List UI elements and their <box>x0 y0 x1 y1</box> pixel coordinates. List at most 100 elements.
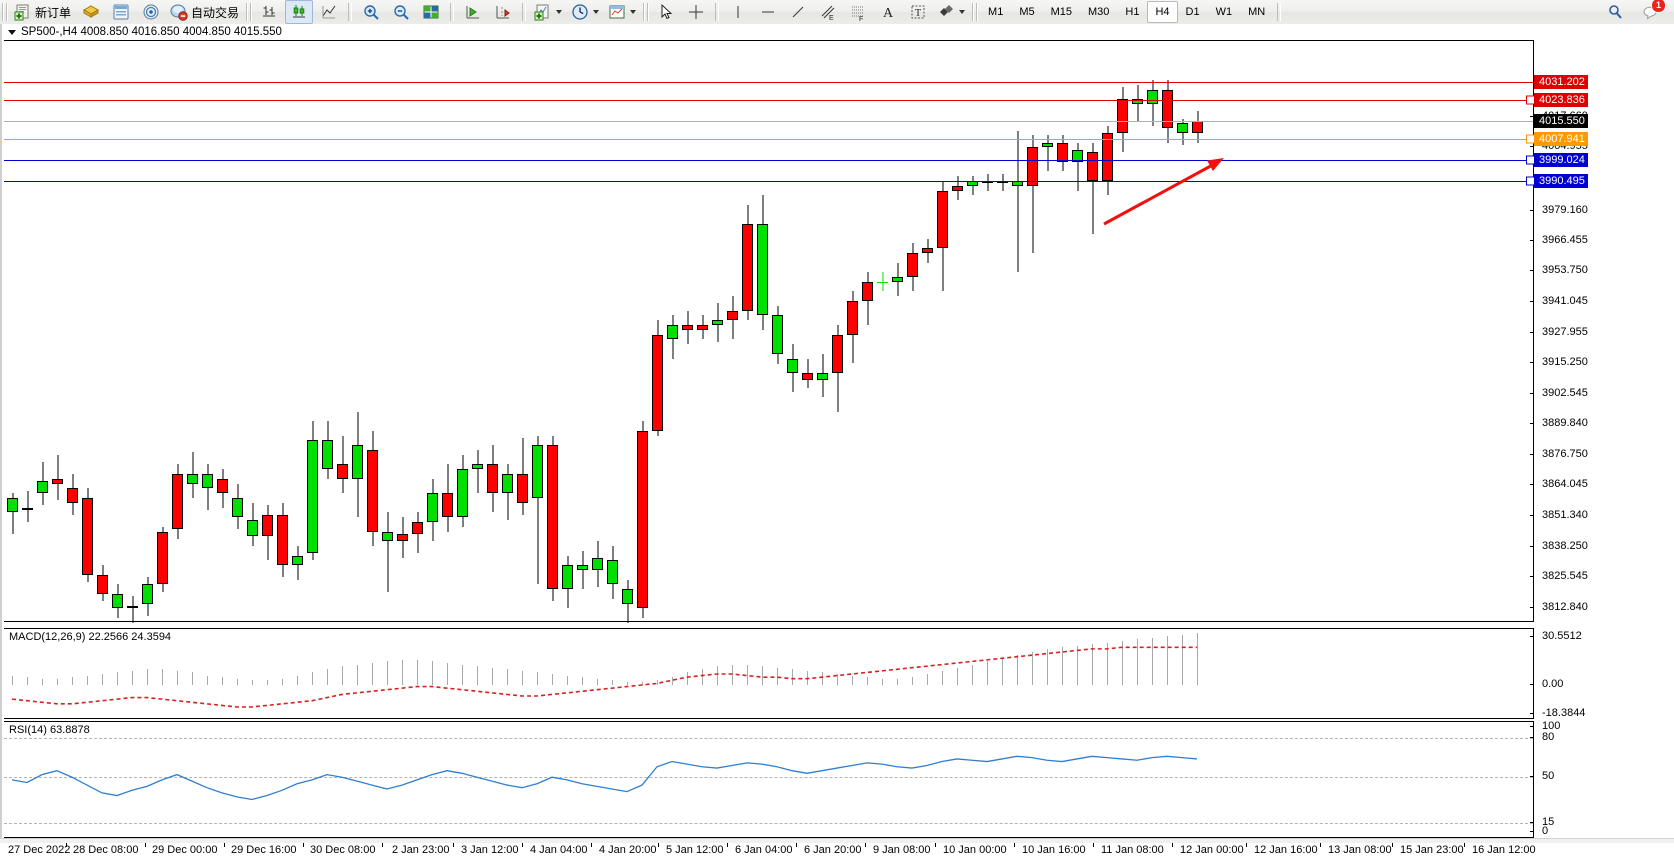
data-window-button[interactable] <box>107 0 135 24</box>
timeframe-m1[interactable]: M1 <box>988 6 1004 18</box>
chevron-down-icon-2[interactable] <box>593 10 600 14</box>
rsi-tick-label: 15 <box>1542 816 1555 828</box>
bar-chart-icon <box>263 6 276 17</box>
bar-chart-button[interactable] <box>255 0 283 24</box>
toolbar-grip-3[interactable] <box>643 3 650 21</box>
time-axis-label: 3 Jan 12:00 <box>461 844 519 856</box>
rsi-tick: 100 <box>1529 720 1560 732</box>
zoom-in-button[interactable] <box>357 0 385 24</box>
horizontal-line-icon <box>762 11 775 13</box>
expert-advisors-button[interactable] <box>77 0 105 24</box>
level-line-target-orange[interactable] <box>4 139 1533 140</box>
add-indicator-button[interactable] <box>531 0 566 24</box>
rsi-line <box>11 755 1198 801</box>
candlestick <box>757 195 768 330</box>
macd-histogram-bar <box>1197 633 1198 685</box>
timeframe-h1[interactable]: H1 <box>1125 6 1140 18</box>
level-line-support-lower[interactable] <box>4 181 1533 182</box>
rsi-subwindow[interactable]: RSI(14) 63.8878 <box>4 721 1533 838</box>
macd-histogram-bar <box>1047 648 1048 685</box>
candlestick <box>247 502 258 547</box>
level-line-support-upper[interactable] <box>4 160 1533 161</box>
bullish-trend-arrow[interactable] <box>4 40 1533 622</box>
macd-histogram-bar <box>792 669 793 685</box>
timeframe-w1[interactable]: W1 <box>1215 6 1233 18</box>
vertical-line-button[interactable] <box>724 0 752 24</box>
shift-end-button[interactable] <box>459 0 487 24</box>
period-button[interactable] <box>568 0 603 24</box>
timeframe-m30[interactable]: M30 <box>1088 6 1110 18</box>
candle-doji <box>877 281 888 283</box>
macd-histogram-bar <box>192 672 193 685</box>
notifications-button[interactable]: 1 <box>1637 0 1666 24</box>
signals-button[interactable] <box>137 0 165 24</box>
candle-body-up <box>1177 123 1188 133</box>
zoom-out-button[interactable] <box>387 0 415 24</box>
rsi-label: RSI(14) 63.8878 <box>9 724 90 736</box>
candlestick <box>547 435 558 602</box>
price-plot-area[interactable] <box>4 40 1535 623</box>
templates-button[interactable] <box>605 0 640 24</box>
chevron-down-icon[interactable] <box>556 10 563 14</box>
timeframe-mn[interactable]: MN <box>1248 6 1266 18</box>
time-axis[interactable]: 27 Dec 2022 28 Dec 08:00 29 Dec 00:00 29 De… <box>4 839 1674 867</box>
candle-body-up <box>232 498 243 518</box>
candle-body-down <box>682 325 693 330</box>
level-line-resistance-upper[interactable] <box>4 82 1533 83</box>
macd-histogram-bar <box>672 677 673 685</box>
shift-end-icon <box>466 6 480 19</box>
shapes-button[interactable] <box>934 0 969 24</box>
new-order-button[interactable]: 新订单 <box>11 0 75 24</box>
macd-tick: 30.5512 <box>1530 630 1582 642</box>
time-axis-label: 4 Jan 20:00 <box>599 844 657 856</box>
chevron-down-icon-4[interactable] <box>959 10 966 14</box>
macd-label: MACD(12,26,9) 22.2566 24.3594 <box>9 631 172 643</box>
candle-body-down <box>952 185 963 191</box>
candlestick <box>1177 118 1188 145</box>
chevron-down-icon-3[interactable] <box>630 10 637 14</box>
price-tick: 3825.545 <box>1530 570 1588 582</box>
search-button[interactable] <box>1601 0 1629 24</box>
candlestick <box>97 565 108 602</box>
toolbar-grip-2[interactable] <box>246 3 253 21</box>
macd-histogram-bar <box>972 664 973 685</box>
toolbar-separator-4 <box>715 3 720 21</box>
candlestick <box>952 176 963 201</box>
timeframe-h4[interactable]: H4 <box>1147 1 1178 23</box>
level-line-resistance-lower[interactable] <box>4 100 1533 101</box>
price-scale[interactable]: 4017.6604004.9553979.1603966.4553953.750… <box>1530 40 1674 643</box>
text-button[interactable]: A <box>874 0 902 24</box>
horizontal-line-button[interactable] <box>754 0 782 24</box>
candlestick <box>427 478 438 542</box>
toolbar-grip[interactable] <box>2 3 8 21</box>
auto-trading-button[interactable]: 自动交易 <box>167 0 243 24</box>
candlestick <box>337 435 348 494</box>
time-axis-label: 6 Jan 20:00 <box>804 844 862 856</box>
chart-menu-caret-icon[interactable] <box>8 29 16 35</box>
trendline-button[interactable] <box>784 0 812 24</box>
candle-body-up <box>127 606 138 609</box>
timeframe-d1[interactable]: D1 <box>1185 6 1200 18</box>
candle-wick <box>1017 130 1018 273</box>
toolbar-grip-4[interactable] <box>972 3 979 21</box>
timeframe-m15[interactable]: M15 <box>1050 6 1072 18</box>
candlestick <box>127 596 138 623</box>
time-axis-label: 5 Jan 12:00 <box>666 844 724 856</box>
crosshair-button[interactable] <box>682 0 710 24</box>
cursor-button[interactable] <box>652 0 680 24</box>
candle-body-down <box>1027 147 1038 186</box>
fibonacci-button[interactable]: F <box>844 0 872 24</box>
candlestick-chart-button[interactable] <box>285 0 314 24</box>
tile-windows-button[interactable] <box>417 0 445 24</box>
macd-subwindow[interactable]: MACD(12,26,9) 22.2566 24.3594 <box>4 628 1533 719</box>
text-label-button[interactable]: T <box>904 0 932 24</box>
equidistant-channel-button[interactable]: E <box>814 0 842 24</box>
candle-body-down <box>1162 89 1173 129</box>
line-chart-button[interactable] <box>315 0 343 24</box>
chart-shift-button[interactable] <box>489 0 517 24</box>
time-axis-label: 10 Jan 16:00 <box>1022 844 1086 856</box>
timeframe-m5[interactable]: M5 <box>1019 6 1035 18</box>
candlestick <box>772 305 783 364</box>
macd-histogram-bar <box>1152 637 1153 685</box>
line-chart-icon <box>322 5 336 19</box>
